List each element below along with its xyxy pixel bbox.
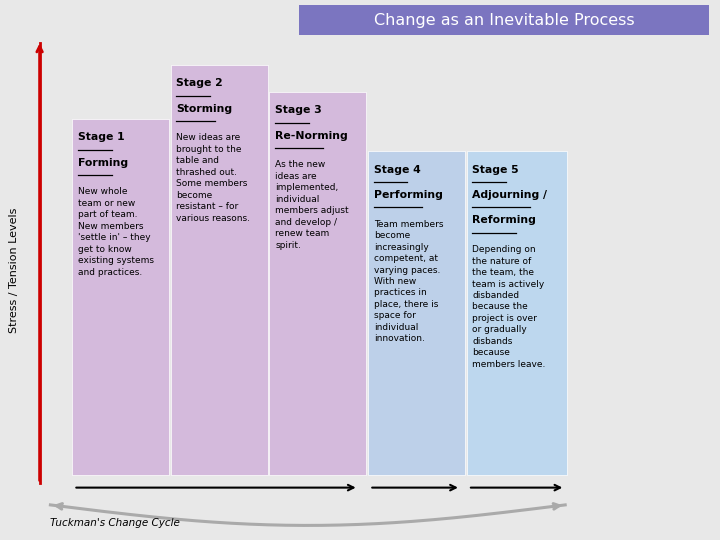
- FancyBboxPatch shape: [368, 151, 465, 475]
- Text: Adjourning /: Adjourning /: [472, 190, 547, 200]
- Text: Storming: Storming: [176, 104, 233, 114]
- FancyBboxPatch shape: [171, 65, 268, 475]
- Text: Stage 3: Stage 3: [275, 105, 322, 116]
- FancyBboxPatch shape: [467, 151, 567, 475]
- Text: Stress / Tension Levels: Stress / Tension Levels: [9, 207, 19, 333]
- Text: Depending on
the nature of
the team, the
team is actively
disbanded
because the
: Depending on the nature of the team, the…: [472, 245, 546, 369]
- Text: New whole
team or new
part of team.
New members
'settle in' – they
get to know
e: New whole team or new part of team. New …: [78, 187, 154, 276]
- Text: New ideas are
brought to the
table and
thrashed out.
Some members
become
resista: New ideas are brought to the table and t…: [176, 133, 251, 222]
- Text: Change as an Inevitable Process: Change as an Inevitable Process: [374, 13, 634, 28]
- Text: Stage 1: Stage 1: [78, 132, 125, 143]
- Text: As the new
ideas are
implemented,
individual
members adjust
and develop /
renew : As the new ideas are implemented, indivi…: [275, 160, 348, 249]
- FancyBboxPatch shape: [299, 5, 709, 35]
- Text: Stage 5: Stage 5: [472, 165, 519, 175]
- Text: Performing: Performing: [374, 190, 443, 200]
- Text: Forming: Forming: [78, 158, 128, 168]
- FancyBboxPatch shape: [269, 92, 366, 475]
- Text: Team members
become
increasingly
competent, at
varying paces.
With new
practices: Team members become increasingly compete…: [374, 220, 444, 343]
- Text: Reforming: Reforming: [472, 215, 536, 226]
- Text: Stage 2: Stage 2: [176, 78, 223, 89]
- Text: Stage 4: Stage 4: [374, 165, 420, 175]
- Text: Re-Norming: Re-Norming: [275, 131, 348, 141]
- Text: Tuckman's Change Cycle: Tuckman's Change Cycle: [50, 518, 180, 528]
- FancyBboxPatch shape: [72, 119, 169, 475]
